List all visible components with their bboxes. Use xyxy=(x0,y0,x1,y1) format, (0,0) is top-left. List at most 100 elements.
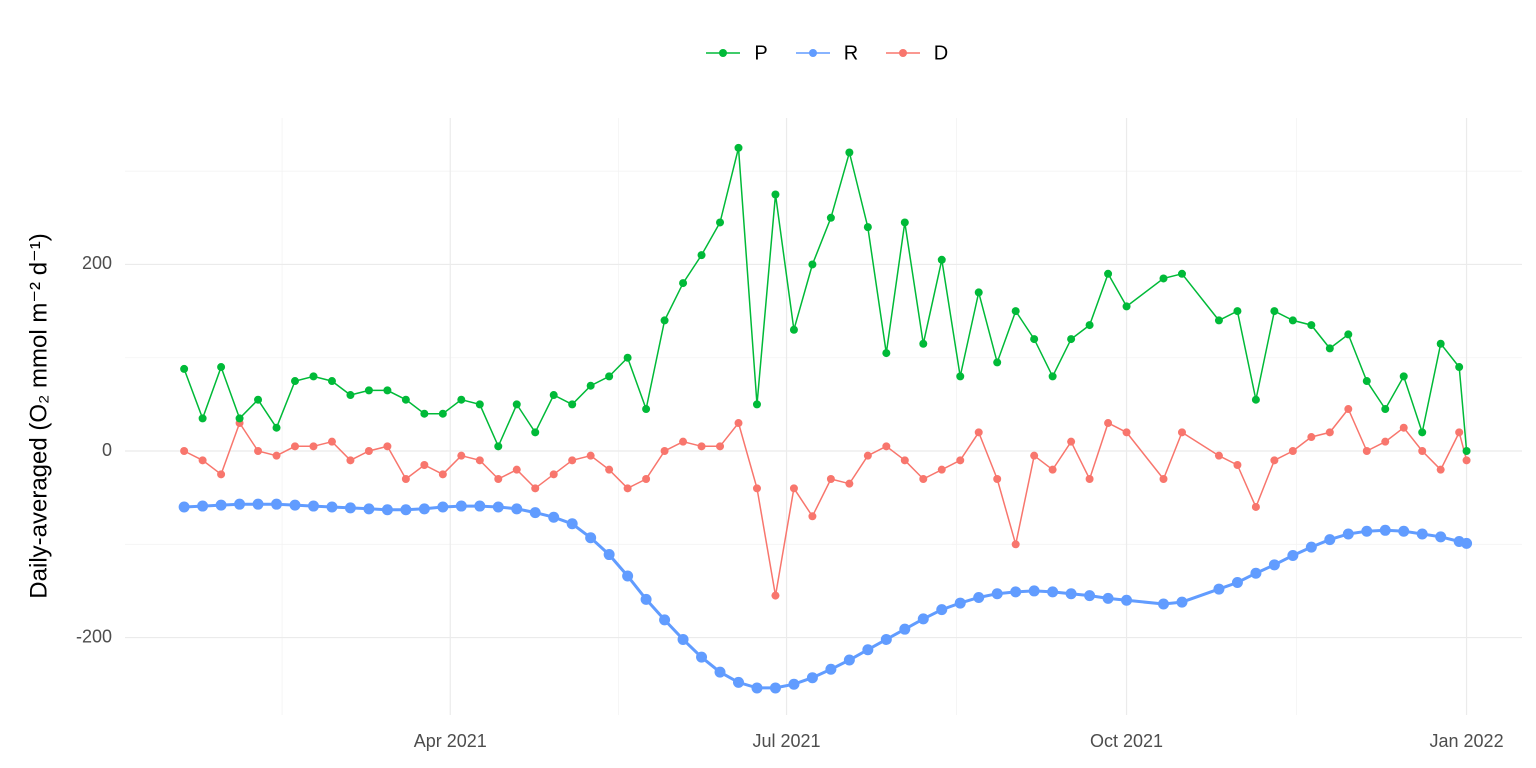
data-point xyxy=(1325,428,1334,437)
data-point xyxy=(494,442,503,451)
data-point xyxy=(808,512,817,521)
data-point xyxy=(956,456,965,465)
data-point xyxy=(568,456,577,465)
data-point xyxy=(1104,269,1113,278)
data-point xyxy=(254,395,263,404)
data-point xyxy=(1159,474,1168,483)
legend-label: R xyxy=(844,42,858,64)
data-point xyxy=(438,409,447,418)
data-point xyxy=(1361,525,1373,537)
data-point xyxy=(346,391,355,400)
data-point xyxy=(845,479,854,488)
data-point xyxy=(1010,586,1022,598)
data-point xyxy=(1159,274,1168,283)
data-point xyxy=(974,288,983,297)
data-point xyxy=(1305,541,1317,553)
data-point xyxy=(383,442,392,451)
x-tick-label: Jan 2022 xyxy=(1430,731,1504,751)
data-point xyxy=(660,316,669,325)
data-point xyxy=(605,372,614,381)
data-point xyxy=(1287,549,1299,561)
data-point xyxy=(586,451,595,460)
data-point xyxy=(826,474,835,483)
data-point xyxy=(862,644,874,656)
data-point xyxy=(235,414,244,423)
data-point xyxy=(364,447,373,456)
data-point xyxy=(919,339,928,348)
data-point xyxy=(1288,316,1297,325)
data-point xyxy=(272,451,281,460)
data-point xyxy=(1436,465,1445,474)
data-point xyxy=(549,470,558,479)
data-point xyxy=(1085,321,1094,330)
data-point xyxy=(548,511,560,523)
legend-key-dot xyxy=(899,49,907,57)
data-point xyxy=(344,502,356,514)
data-point xyxy=(272,423,281,432)
data-point xyxy=(1362,377,1371,386)
data-point xyxy=(1231,577,1243,589)
data-point xyxy=(806,672,818,684)
data-point xyxy=(825,663,837,675)
data-point xyxy=(863,223,872,232)
y-tick-label: 0 xyxy=(102,440,112,460)
data-point xyxy=(1213,583,1225,595)
data-point xyxy=(732,676,744,688)
data-point xyxy=(1177,269,1186,278)
data-point xyxy=(752,400,761,409)
data-point xyxy=(512,400,521,409)
data-point xyxy=(900,456,909,465)
data-point xyxy=(1214,451,1223,460)
data-point xyxy=(178,501,190,513)
data-point xyxy=(993,474,1002,483)
data-point xyxy=(217,470,226,479)
data-point xyxy=(751,682,763,694)
data-point xyxy=(660,447,669,456)
data-point xyxy=(327,377,336,386)
data-point xyxy=(1270,307,1279,316)
data-point xyxy=(455,500,467,512)
data-point xyxy=(917,613,929,625)
data-point xyxy=(900,218,909,227)
data-point xyxy=(863,451,872,460)
data-point xyxy=(789,325,798,334)
data-point xyxy=(512,465,521,474)
data-point xyxy=(1065,588,1077,600)
data-point xyxy=(1011,540,1020,549)
x-tick-label: Apr 2021 xyxy=(414,731,487,751)
data-point xyxy=(438,470,447,479)
data-point xyxy=(808,260,817,269)
data-point xyxy=(623,353,632,362)
series-line xyxy=(183,147,1468,452)
data-point xyxy=(198,414,207,423)
data-point xyxy=(549,391,558,400)
data-point xyxy=(640,593,652,605)
data-point xyxy=(420,461,429,470)
data-point xyxy=(1324,534,1336,546)
data-point xyxy=(1084,590,1096,602)
data-point xyxy=(642,474,651,483)
data-point xyxy=(309,442,318,451)
data-point xyxy=(363,503,375,515)
data-point xyxy=(531,428,540,437)
data-point xyxy=(1462,447,1471,456)
data-point xyxy=(401,474,410,483)
data-point xyxy=(1251,502,1260,511)
data-point xyxy=(973,591,985,603)
data-point xyxy=(327,437,336,446)
data-point xyxy=(1121,594,1133,606)
data-point xyxy=(734,419,743,428)
data-point xyxy=(882,442,891,451)
data-point xyxy=(1288,447,1297,456)
data-point xyxy=(769,682,781,694)
data-point xyxy=(605,465,614,474)
data-point xyxy=(1270,456,1279,465)
data-point xyxy=(679,437,688,446)
data-point xyxy=(457,451,466,460)
data-point xyxy=(1233,461,1242,470)
data-point xyxy=(1344,330,1353,339)
data-point xyxy=(1048,465,1057,474)
data-point xyxy=(254,447,263,456)
data-point xyxy=(511,503,523,515)
